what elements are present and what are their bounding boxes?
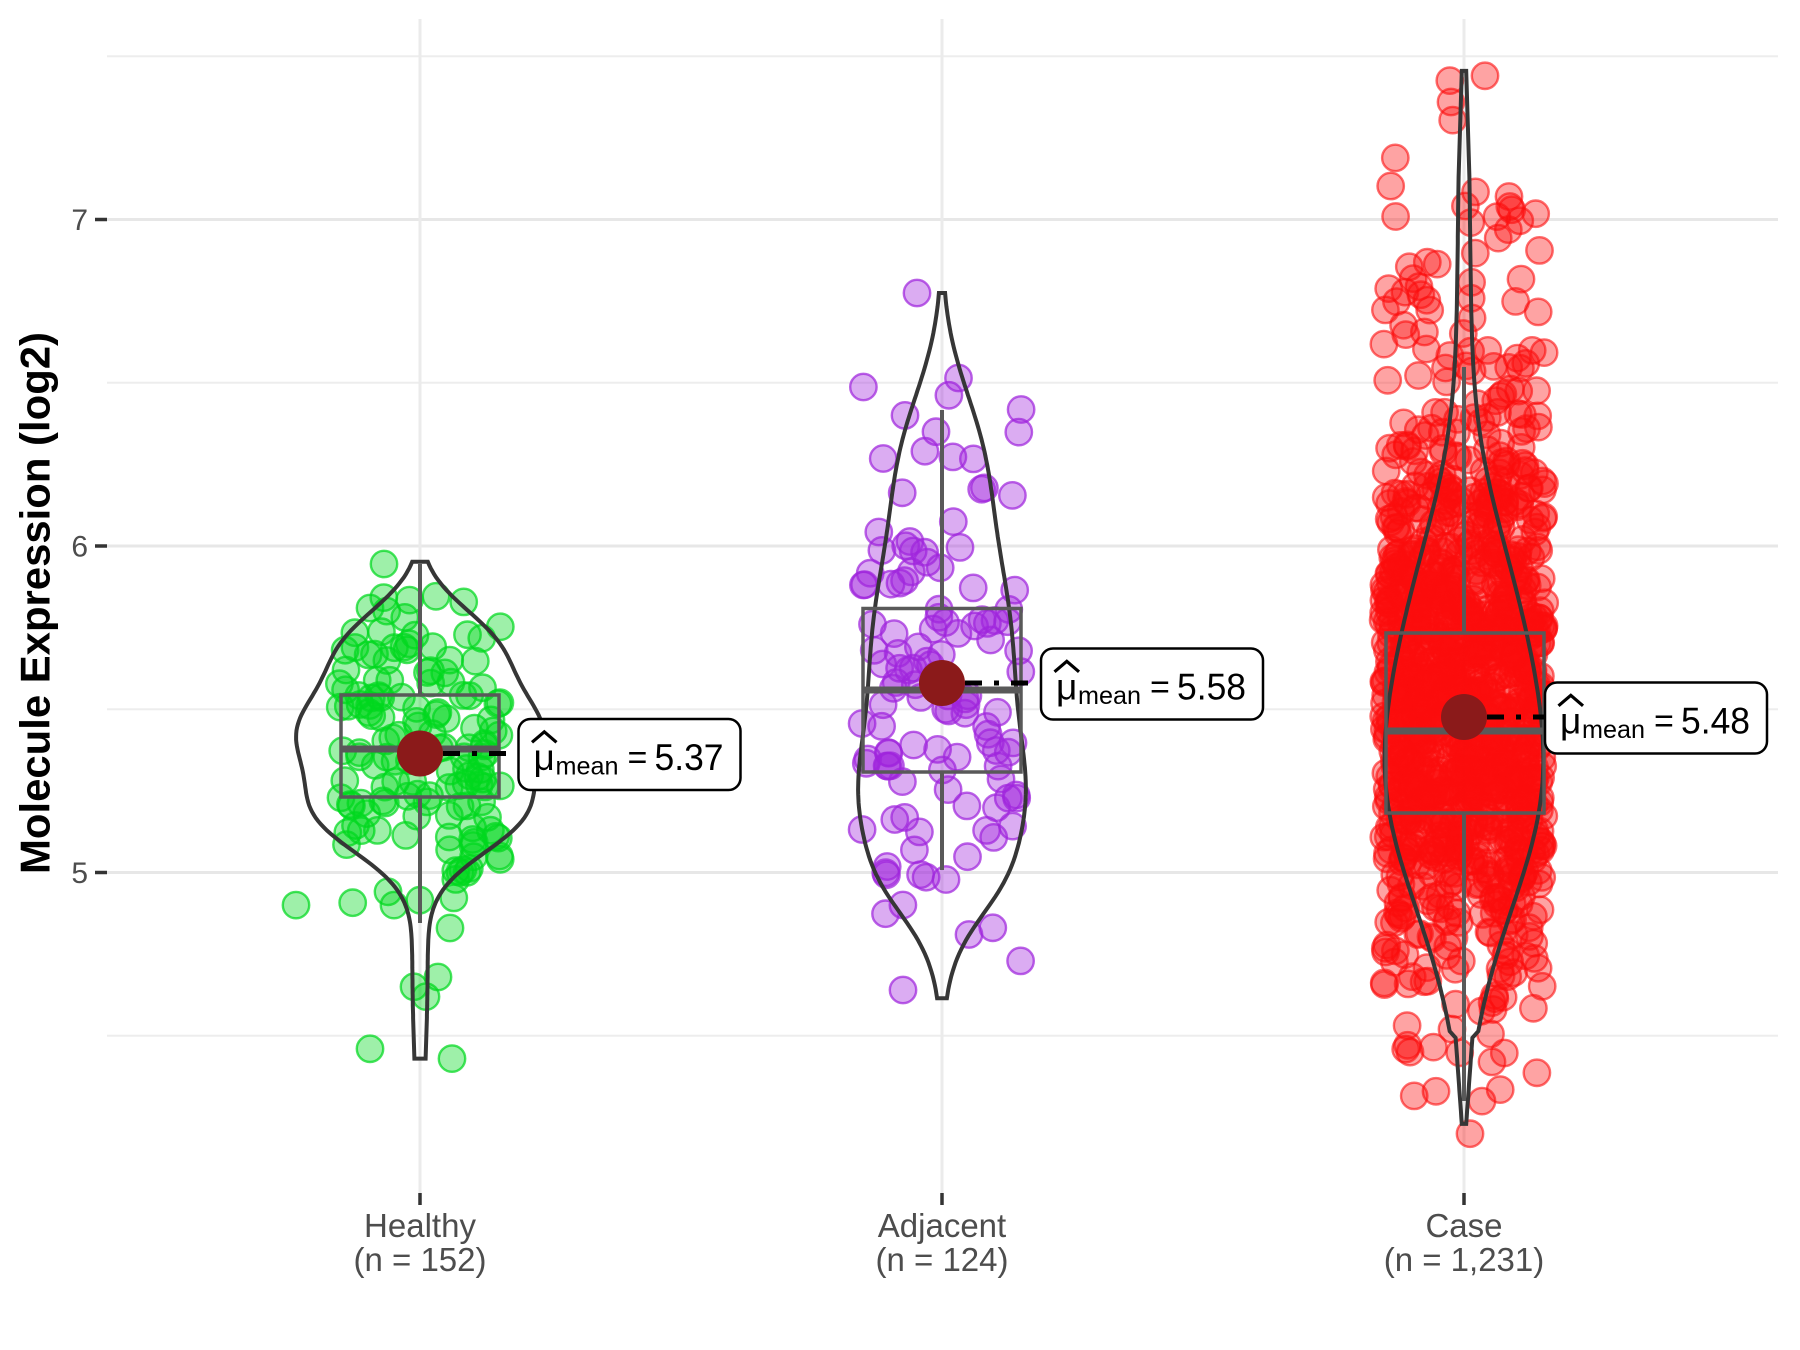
- svg-text:(n = 1,231): (n = 1,231): [1384, 1241, 1545, 1278]
- svg-text:μ: μ: [1056, 666, 1077, 707]
- svg-text:7: 7: [71, 204, 88, 237]
- svg-text:mean: mean: [556, 753, 619, 781]
- svg-text:5.58: 5.58: [1177, 666, 1246, 707]
- svg-text:μ: μ: [534, 737, 555, 778]
- svg-text:mean: mean: [1582, 716, 1645, 744]
- svg-text:=: =: [1150, 668, 1170, 706]
- svg-text:Adjacent: Adjacent: [878, 1207, 1006, 1244]
- svg-text:μ: μ: [1560, 700, 1581, 741]
- svg-text:Healthy: Healthy: [364, 1207, 476, 1244]
- svg-text:=: =: [628, 739, 648, 777]
- svg-text:(n = 152): (n = 152): [354, 1241, 487, 1278]
- svg-text:Case: Case: [1425, 1207, 1502, 1244]
- svg-text:Molecule Expression (log2): Molecule Expression (log2): [12, 332, 59, 874]
- svg-text:6: 6: [71, 531, 88, 564]
- svg-text:5.48: 5.48: [1681, 700, 1750, 741]
- svg-text:mean: mean: [1078, 682, 1141, 710]
- svg-text:5.37: 5.37: [655, 737, 724, 778]
- svg-text:=: =: [1654, 702, 1674, 740]
- svg-text:(n = 124): (n = 124): [876, 1241, 1009, 1278]
- svg-text:5: 5: [71, 857, 88, 890]
